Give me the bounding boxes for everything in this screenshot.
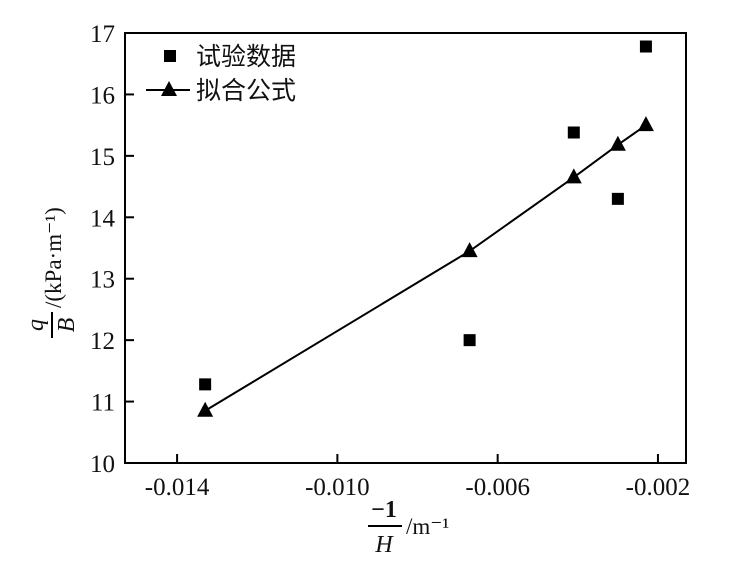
- y-label-numerator: q: [23, 319, 49, 331]
- data-markers: [197, 40, 654, 417]
- data-point-square: [639, 40, 652, 53]
- data-point-square: [567, 126, 580, 139]
- y-tick-label: 10: [90, 451, 115, 478]
- legend-label-fit: 拟合公式: [196, 76, 296, 105]
- x-label-denominator: H: [374, 532, 394, 558]
- y-tick-label: 14: [90, 205, 116, 232]
- fit-line-layer: [204, 124, 647, 412]
- x-tick-label: -0.010: [305, 474, 370, 501]
- x-axis-label: −1 H/m⁻¹: [368, 497, 449, 558]
- y-axis-ticks: 10 11 12 13 14 15 16 17: [90, 21, 134, 478]
- x-tick-label: -0.014: [145, 474, 210, 501]
- y-label-group: q B /(kPa·m⁻¹): [23, 207, 80, 338]
- plot-border: [124, 32, 687, 464]
- y-tick-label: 15: [90, 144, 115, 171]
- data-point-triangle: [637, 116, 654, 132]
- y-tick-label: 16: [90, 82, 115, 109]
- x-tick-label: -0.006: [465, 474, 530, 501]
- y-label-denominator: B: [54, 317, 80, 332]
- legend-label-data: 试验数据: [196, 42, 296, 71]
- fit-line: [204, 124, 647, 412]
- y-axis-label: q B /(kPa·m⁻¹): [23, 207, 80, 338]
- legend-marker-triangle: [161, 81, 177, 96]
- data-point-square: [611, 192, 624, 205]
- y-tick-label: 17: [90, 21, 115, 48]
- data-point-triangle: [461, 242, 478, 258]
- legend-marker-square: [164, 50, 176, 62]
- data-point-square: [199, 378, 212, 391]
- x-axis-ticks: -0.014 -0.010 -0.006 -0.002: [145, 454, 690, 501]
- data-point-triangle: [565, 168, 582, 184]
- y-tick-label: 13: [90, 267, 115, 294]
- y-tick-label: 11: [91, 390, 115, 417]
- x-label-unit: /m⁻¹: [406, 514, 449, 539]
- data-point-triangle: [197, 401, 214, 417]
- data-point-square: [463, 334, 476, 347]
- x-label-numerator: −1: [371, 497, 397, 523]
- y-label-unit: /(kPa·m⁻¹): [41, 207, 66, 308]
- data-point-triangle: [609, 135, 626, 151]
- y-tick-label: 12: [90, 328, 115, 355]
- plot-frame: [124, 32, 687, 464]
- x-tick-label: -0.002: [626, 474, 691, 501]
